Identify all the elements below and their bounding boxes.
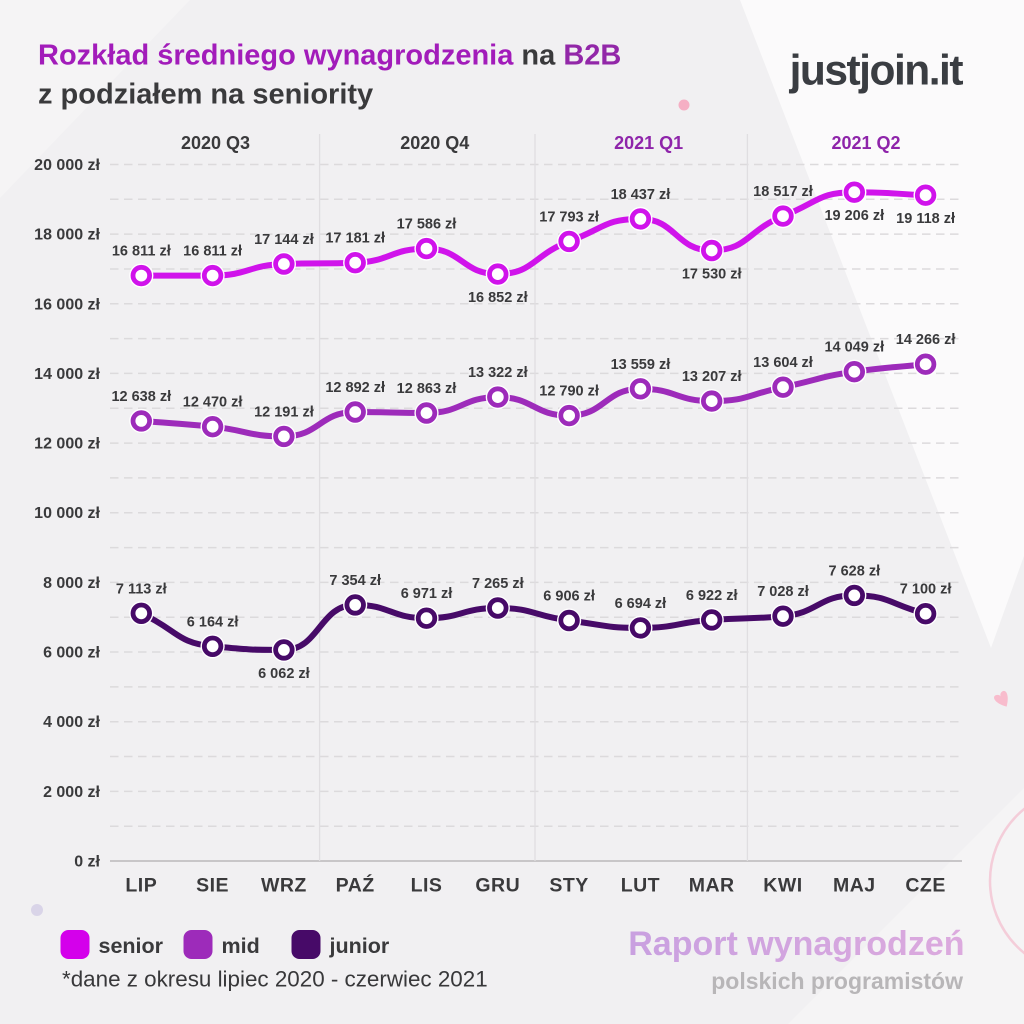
svg-text:13 604 zł: 13 604 zł (753, 355, 813, 371)
svg-text:10 000 zł: 10 000 zł (34, 505, 100, 522)
svg-text:16 852 zł: 16 852 zł (468, 290, 528, 306)
svg-text:Rozkład średniego wynagrodzeni: Rozkład średniego wynagrodzenia na B2B (38, 40, 621, 72)
svg-text:LIP: LIP (125, 875, 157, 897)
svg-text:19 118 zł: 19 118 zł (896, 211, 955, 227)
svg-text:6 062 zł: 6 062 zł (258, 666, 310, 682)
svg-text:12 790 zł: 12 790 zł (539, 384, 599, 400)
svg-text:7 628 zł: 7 628 zł (829, 563, 881, 579)
svg-text:senior: senior (99, 934, 164, 958)
svg-text:17 181 zł: 17 181 zł (325, 231, 385, 247)
svg-text:Raport wynagrodzeń: Raport wynagrodzeń (628, 925, 964, 963)
svg-text:CZE: CZE (905, 875, 946, 897)
svg-text:GRU: GRU (475, 875, 520, 897)
svg-text:SIE: SIE (196, 875, 229, 897)
svg-text:6 971 zł: 6 971 zł (401, 586, 453, 602)
svg-text:junior: junior (329, 934, 390, 958)
svg-text:WRZ: WRZ (261, 875, 307, 897)
svg-text:0 zł: 0 zł (74, 854, 100, 871)
svg-text:12 000 zł: 12 000 zł (34, 436, 100, 453)
svg-text:LUT: LUT (621, 875, 660, 897)
svg-text:7 113 zł: 7 113 zł (116, 581, 167, 597)
svg-text:14 000 zł: 14 000 zł (34, 366, 100, 383)
svg-text:12 470 zł: 12 470 zł (183, 395, 243, 411)
svg-text:*dane z okresu lipiec 2020 - c: *dane z okresu lipiec 2020 - czerwiec 20… (62, 967, 488, 992)
svg-text:7 354 zł: 7 354 zł (329, 573, 381, 589)
svg-text:19 206 zł: 19 206 zł (824, 208, 884, 224)
svg-text:20 000 zł: 20 000 zł (34, 157, 100, 174)
svg-text:14 049 zł: 14 049 zł (824, 340, 884, 356)
svg-text:13 322 zł: 13 322 zł (468, 365, 528, 381)
svg-text:6 000 zł: 6 000 zł (43, 645, 100, 662)
svg-text:justjoin.it: justjoin.it (789, 48, 964, 95)
svg-text:12 638 zł: 12 638 zł (111, 389, 171, 405)
svg-text:16 811 zł: 16 811 zł (112, 244, 171, 260)
svg-text:PAŹ: PAŹ (336, 874, 375, 897)
svg-text:18 000 zł: 18 000 zł (34, 227, 100, 244)
svg-text:6 922 zł: 6 922 zł (686, 588, 738, 604)
svg-text:6 164 zł: 6 164 zł (187, 614, 239, 630)
svg-text:6 906 zł: 6 906 zł (543, 589, 595, 605)
svg-text:18 517 zł: 18 517 zł (753, 184, 813, 200)
svg-text:2021 Q1: 2021 Q1 (614, 133, 683, 153)
svg-text:16 811 zł: 16 811 zł (183, 244, 242, 260)
svg-text:2020 Q4: 2020 Q4 (400, 133, 469, 153)
svg-text:LIS: LIS (411, 875, 443, 897)
svg-text:8 000 zł: 8 000 zł (43, 575, 100, 592)
svg-text:13 559 zł: 13 559 zł (611, 357, 671, 373)
svg-text:MAJ: MAJ (833, 875, 876, 897)
svg-text:4 000 zł: 4 000 zł (43, 714, 100, 731)
svg-text:7 100 zł: 7 100 zł (900, 582, 952, 598)
svg-text:18 437 zł: 18 437 zł (611, 187, 671, 203)
svg-text:KWI: KWI (763, 875, 802, 897)
svg-text:12 863 zł: 12 863 zł (397, 381, 457, 397)
svg-text:mid: mid (222, 934, 260, 958)
svg-text:14 266 zł: 14 266 zł (896, 332, 956, 348)
svg-text:2 000 zł: 2 000 zł (43, 784, 100, 801)
svg-text:16 000 zł: 16 000 zł (34, 296, 100, 313)
svg-text:MAR: MAR (689, 875, 735, 897)
svg-text:17 586 zł: 17 586 zł (397, 217, 457, 233)
svg-text:STY: STY (549, 875, 588, 897)
svg-text:12 191 zł: 12 191 zł (254, 404, 314, 420)
svg-text:13 207 zł: 13 207 zł (682, 369, 742, 385)
svg-text:17 144 zł: 17 144 zł (254, 232, 314, 248)
svg-text:12 892 zł: 12 892 zł (325, 380, 385, 396)
svg-text:7 028 zł: 7 028 zł (757, 584, 809, 600)
svg-text:7 265 zł: 7 265 zł (472, 576, 524, 592)
svg-text:17 530 zł: 17 530 zł (682, 267, 742, 283)
svg-text:2020 Q3: 2020 Q3 (181, 133, 250, 153)
svg-text:polskich programistów: polskich programistów (711, 968, 963, 994)
svg-text:2021 Q2: 2021 Q2 (831, 133, 900, 153)
svg-text:17 793 zł: 17 793 zł (539, 209, 599, 225)
svg-text:z podziałem na seniority: z podziałem na seniority (38, 79, 373, 111)
svg-text:6 694 zł: 6 694 zł (615, 596, 667, 612)
